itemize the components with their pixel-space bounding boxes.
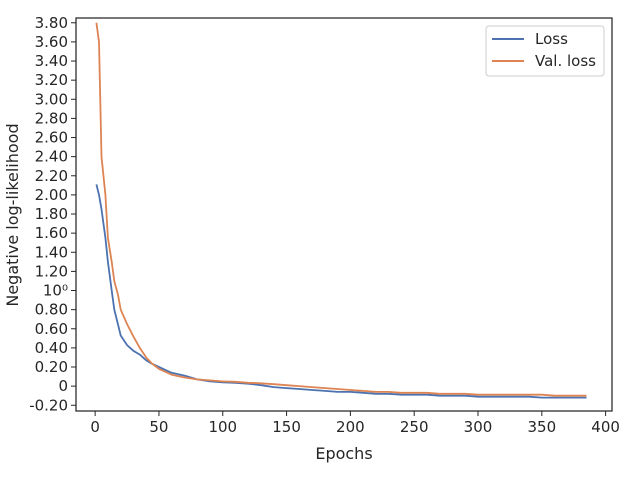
y-tick-label: 1.40 bbox=[35, 243, 68, 261]
x-tick-label: 250 bbox=[400, 418, 429, 436]
y-tick-label: 3.40 bbox=[35, 52, 68, 70]
x-axis-title: Epochs bbox=[315, 444, 372, 463]
val-loss-line bbox=[95, 22, 587, 397]
y-tick-label: 2.20 bbox=[35, 167, 68, 185]
y-tick-label: 2.60 bbox=[35, 129, 68, 147]
x-tick-label: 150 bbox=[272, 418, 301, 436]
x-tick-label: 400 bbox=[591, 418, 620, 436]
y-axis-title: Negative log-likelihood bbox=[3, 123, 22, 306]
legend: Loss Val. loss bbox=[485, 25, 605, 77]
y-tick-label: 0.20 bbox=[35, 358, 68, 376]
y-tick-label: 0.60 bbox=[35, 320, 68, 338]
series-lines bbox=[95, 22, 587, 399]
y-tick-label: 0 bbox=[58, 377, 68, 395]
loss-line bbox=[95, 184, 587, 399]
y-tick-label: 10⁰ bbox=[43, 282, 68, 300]
y-tick-label: 1.20 bbox=[35, 262, 68, 280]
y-tick-label: 0.40 bbox=[35, 339, 68, 357]
y-tick-label: -0.20 bbox=[29, 396, 68, 414]
x-tick-label: 350 bbox=[527, 418, 556, 436]
y-tick-label: 1.60 bbox=[35, 224, 68, 242]
y-tick-label: 3.00 bbox=[35, 90, 68, 108]
x-tick-label: 0 bbox=[90, 418, 100, 436]
y-tick-label: 3.60 bbox=[35, 33, 68, 51]
y-tick-label: 2.40 bbox=[35, 148, 68, 166]
y-tick-label: 2.00 bbox=[35, 186, 68, 204]
plot-background bbox=[76, 18, 612, 411]
y-tick-label: 1.80 bbox=[35, 205, 68, 223]
legend-label-loss: Loss bbox=[535, 30, 568, 48]
x-tick-label: 100 bbox=[208, 418, 237, 436]
x-tick-label: 200 bbox=[336, 418, 365, 436]
x-tick-label: 300 bbox=[464, 418, 493, 436]
y-tick-label: 3.20 bbox=[35, 71, 68, 89]
x-axis: 0 50 100 150 200 250 300 350 400 bbox=[90, 411, 620, 436]
y-tick-label: 3.80 bbox=[35, 14, 68, 32]
y-tick-label: 2.80 bbox=[35, 109, 68, 127]
x-tick-label: 50 bbox=[149, 418, 168, 436]
y-tick-label: 0.80 bbox=[35, 301, 68, 319]
legend-label-val-loss: Val. loss bbox=[535, 52, 596, 70]
